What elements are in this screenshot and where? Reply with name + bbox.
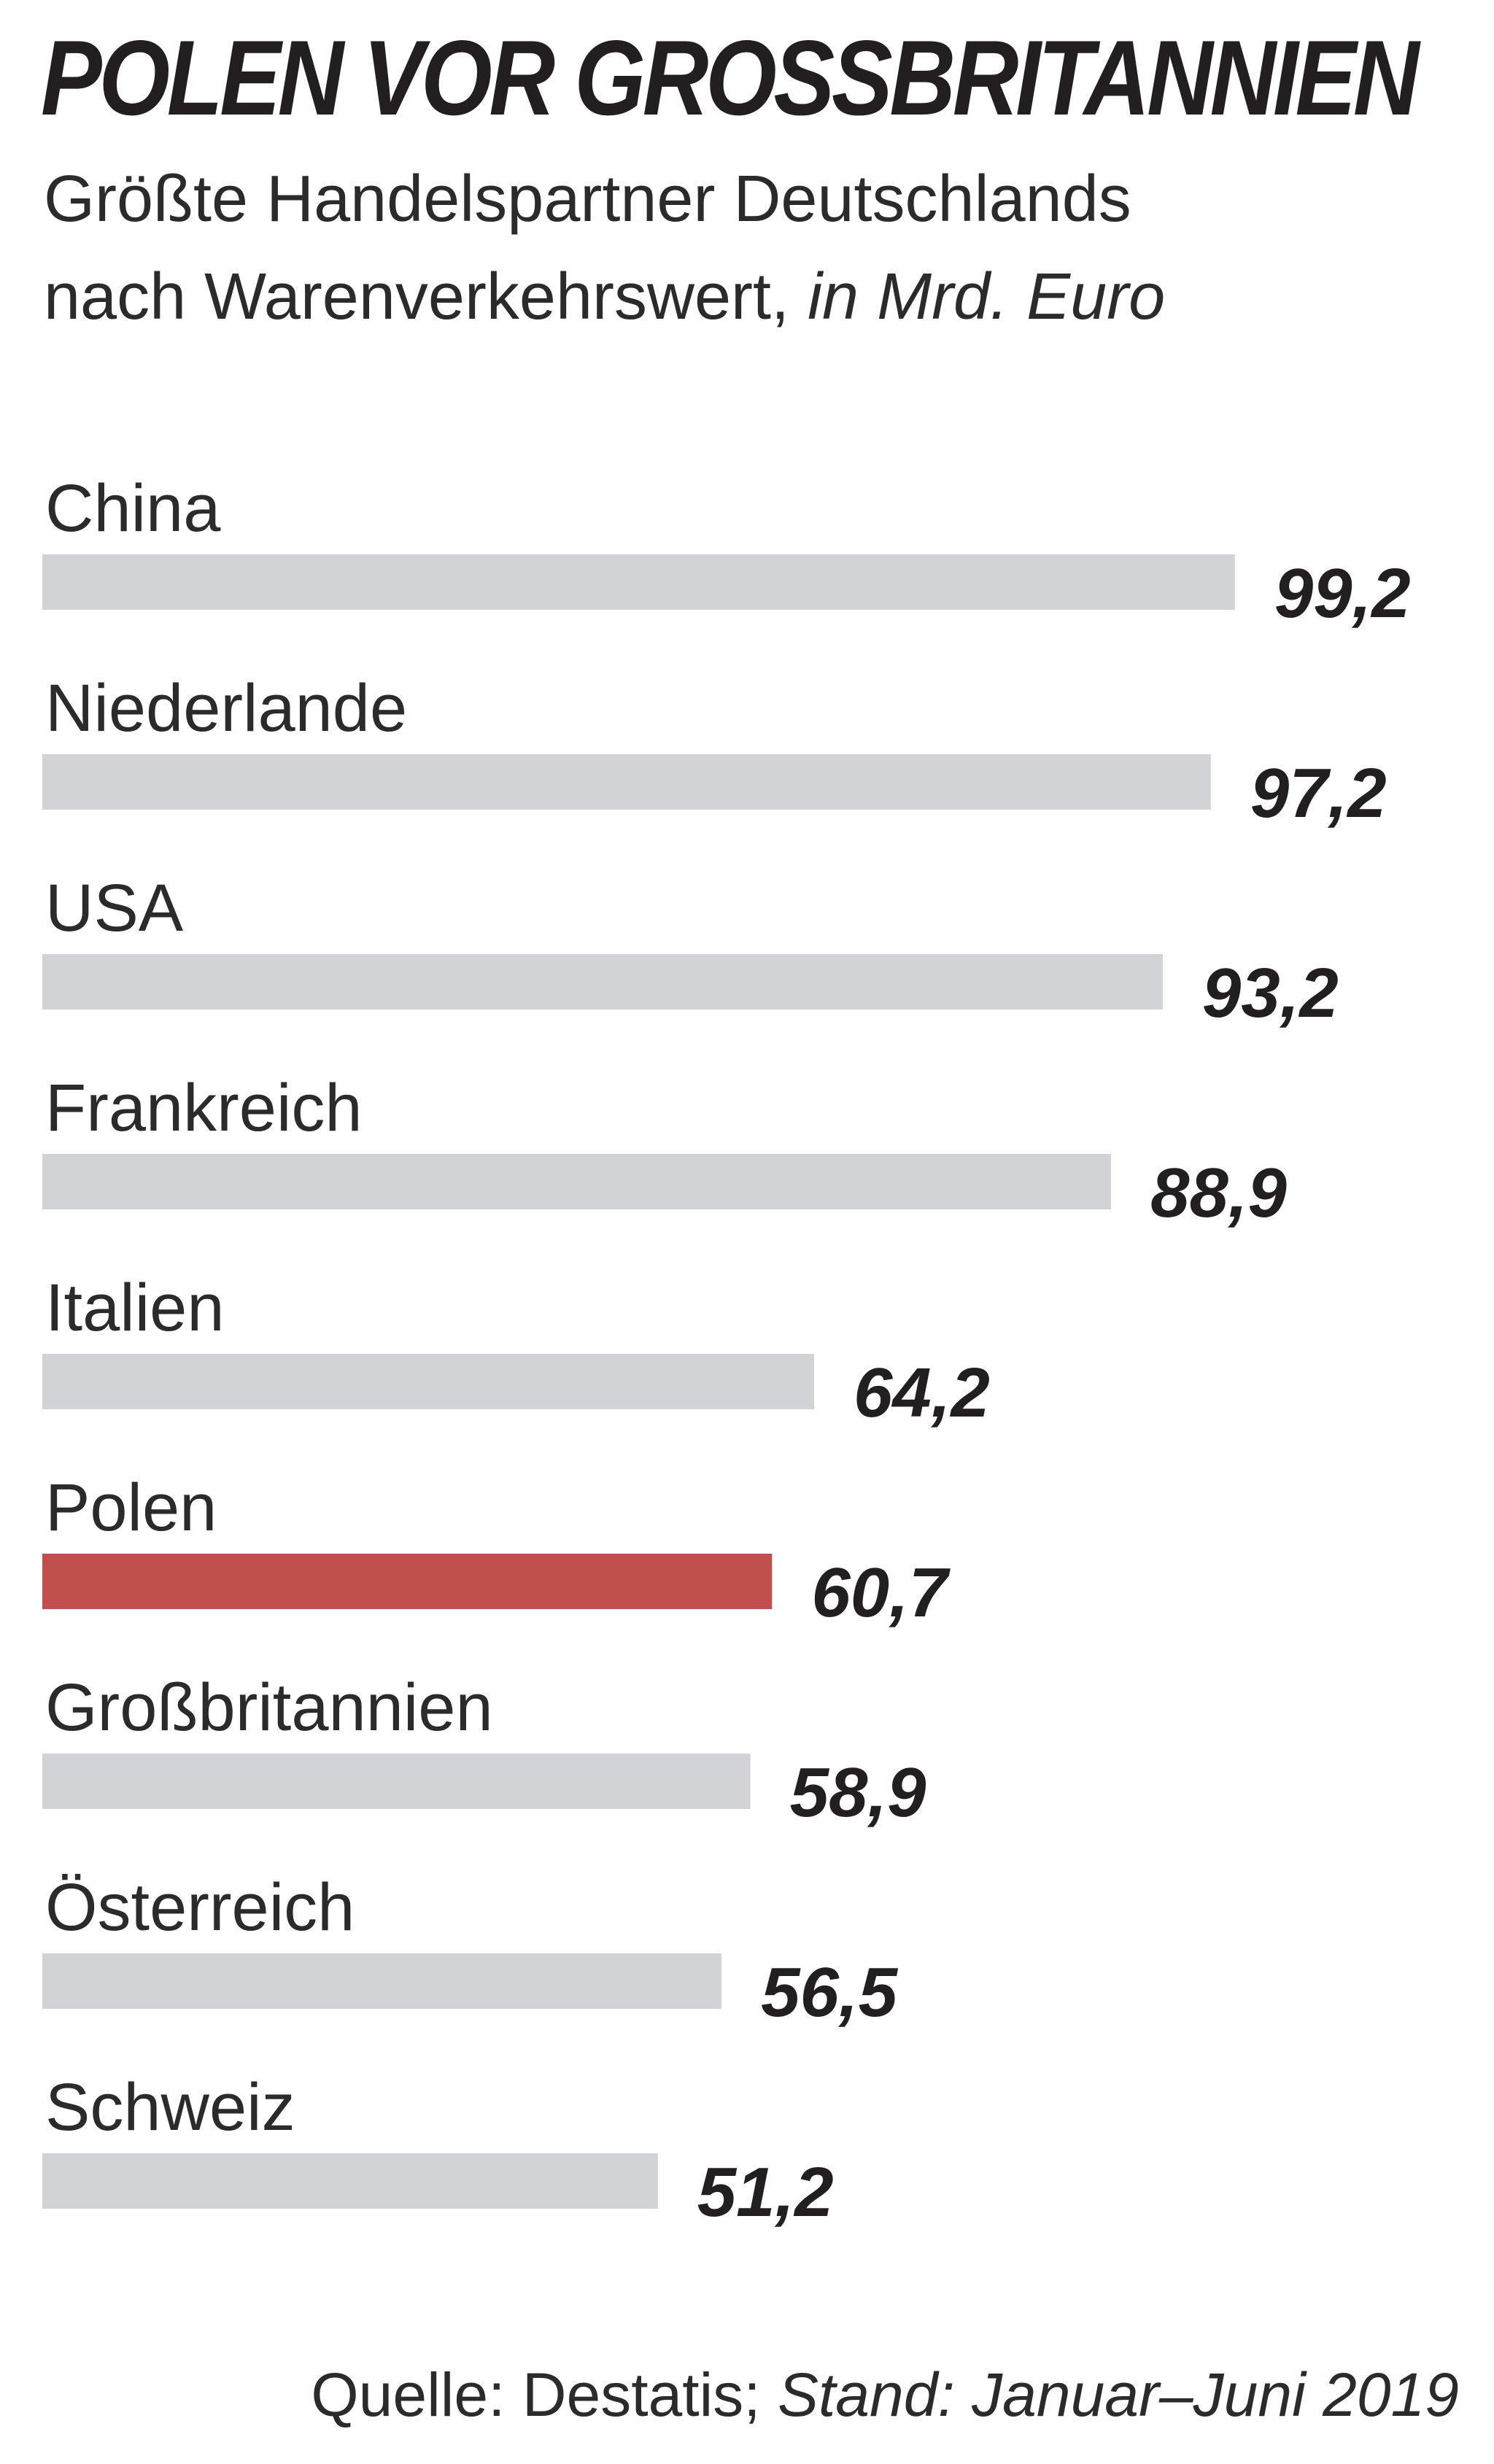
subtitle-line-2: nach Warenverkehrswert, xyxy=(44,260,790,333)
bar-grossbritannien xyxy=(42,1754,751,1809)
category-label-oesterreich: Österreich xyxy=(45,1870,355,1945)
unit-label: in Mrd. Euro xyxy=(808,260,1166,333)
value-label-schweiz: 51,2 xyxy=(697,2153,834,2231)
bar-schweiz xyxy=(42,2153,658,2209)
bar-usa xyxy=(42,954,1163,1010)
chart-title: POLEN VOR GROSSBRITANNIEN xyxy=(41,18,1420,137)
category-label-schweiz: Schweiz xyxy=(45,2070,295,2145)
category-label-italien: Italien xyxy=(45,1271,225,1345)
source-date: Stand: Januar–Juni 2019 xyxy=(777,2360,1459,2429)
category-label-china: China xyxy=(45,471,221,546)
value-label-frankreich: 88,9 xyxy=(1150,1154,1287,1232)
bar-niederlande xyxy=(42,754,1211,810)
bar-polen xyxy=(42,1554,773,1609)
value-label-usa: 93,2 xyxy=(1202,954,1339,1032)
category-label-grossbritannien: Großbritannien xyxy=(45,1670,493,1745)
value-label-italien: 64,2 xyxy=(854,1354,990,1432)
subtitle-line-1: Größte Handelspartner Deutschlands xyxy=(44,163,1131,236)
value-label-grossbritannien: 58,9 xyxy=(790,1754,926,1832)
category-label-usa: USA xyxy=(45,871,184,945)
category-label-polen: Polen xyxy=(45,1471,217,1545)
bar-oesterreich xyxy=(42,1953,722,2009)
value-label-oesterreich: 56,5 xyxy=(761,1953,898,2031)
value-label-china: 99,2 xyxy=(1274,554,1411,632)
source-text: Quelle: Destatis; xyxy=(311,2360,761,2429)
bar-frankreich xyxy=(42,1154,1112,1209)
bar-china xyxy=(42,554,1235,610)
category-label-niederlande: Niederlande xyxy=(45,671,407,745)
source-note: Quelle: Destatis; Stand: Januar–Juni 201… xyxy=(311,2355,1459,2435)
chart-subtitle: Größte Handelspartner Deutschlands nach W… xyxy=(44,150,1165,346)
category-label-frankreich: Frankreich xyxy=(45,1071,363,1145)
bar-italien xyxy=(42,1354,815,1409)
value-label-niederlande: 97,2 xyxy=(1250,754,1387,832)
value-label-polen: 60,7 xyxy=(811,1554,951,1632)
